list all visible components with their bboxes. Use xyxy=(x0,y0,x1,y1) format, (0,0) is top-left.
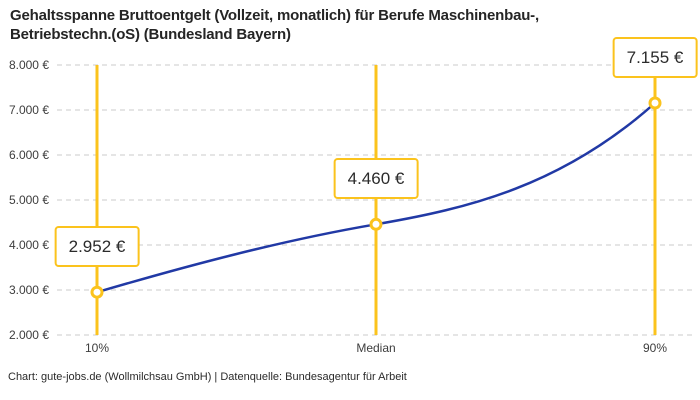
chart-title: Gehaltsspanne Bruttoentgelt (Vollzeit, m… xyxy=(10,6,539,44)
y-axis-tick-label-8000: 8.000 € xyxy=(8,58,49,72)
x-axis-tick-label-90pct: 90% xyxy=(642,341,668,355)
y-axis-tick-label-7000: 7.000 € xyxy=(8,103,49,117)
value-label-box-90pct: 7.155 € xyxy=(612,37,698,79)
chart-title-line-1: Gehaltsspanne Bruttoentgelt (Vollzeit, m… xyxy=(10,7,539,24)
y-axis-tick-label-3000: 3.000 € xyxy=(8,283,49,297)
y-axis-tick-label-6000: 6.000 € xyxy=(8,148,49,162)
y-axis-tick-label-4000: 4.000 € xyxy=(8,238,49,252)
data-point-marker-90pct[interactable] xyxy=(648,96,662,110)
y-axis-tick-label-2000: 2.000 € xyxy=(8,328,49,342)
value-label-box-10pct: 2.952 € xyxy=(54,226,140,268)
chart-title-line-2: Betriebstechn.(oS) (Bundesland Bayern) xyxy=(10,26,291,43)
data-point-marker-median[interactable] xyxy=(369,217,383,231)
x-axis-tick-label-median: Median xyxy=(356,341,396,355)
y-axis-tick-label-5000: 5.000 € xyxy=(8,193,49,207)
value-label-box-median: 4.460 € xyxy=(333,158,419,200)
chart-source-note: Chart: gute-jobs.de (Wollmilchsau GmbH) … xyxy=(8,371,407,383)
x-axis-tick-label-10pct: 10% xyxy=(84,341,110,355)
data-point-marker-10pct[interactable] xyxy=(90,285,104,299)
